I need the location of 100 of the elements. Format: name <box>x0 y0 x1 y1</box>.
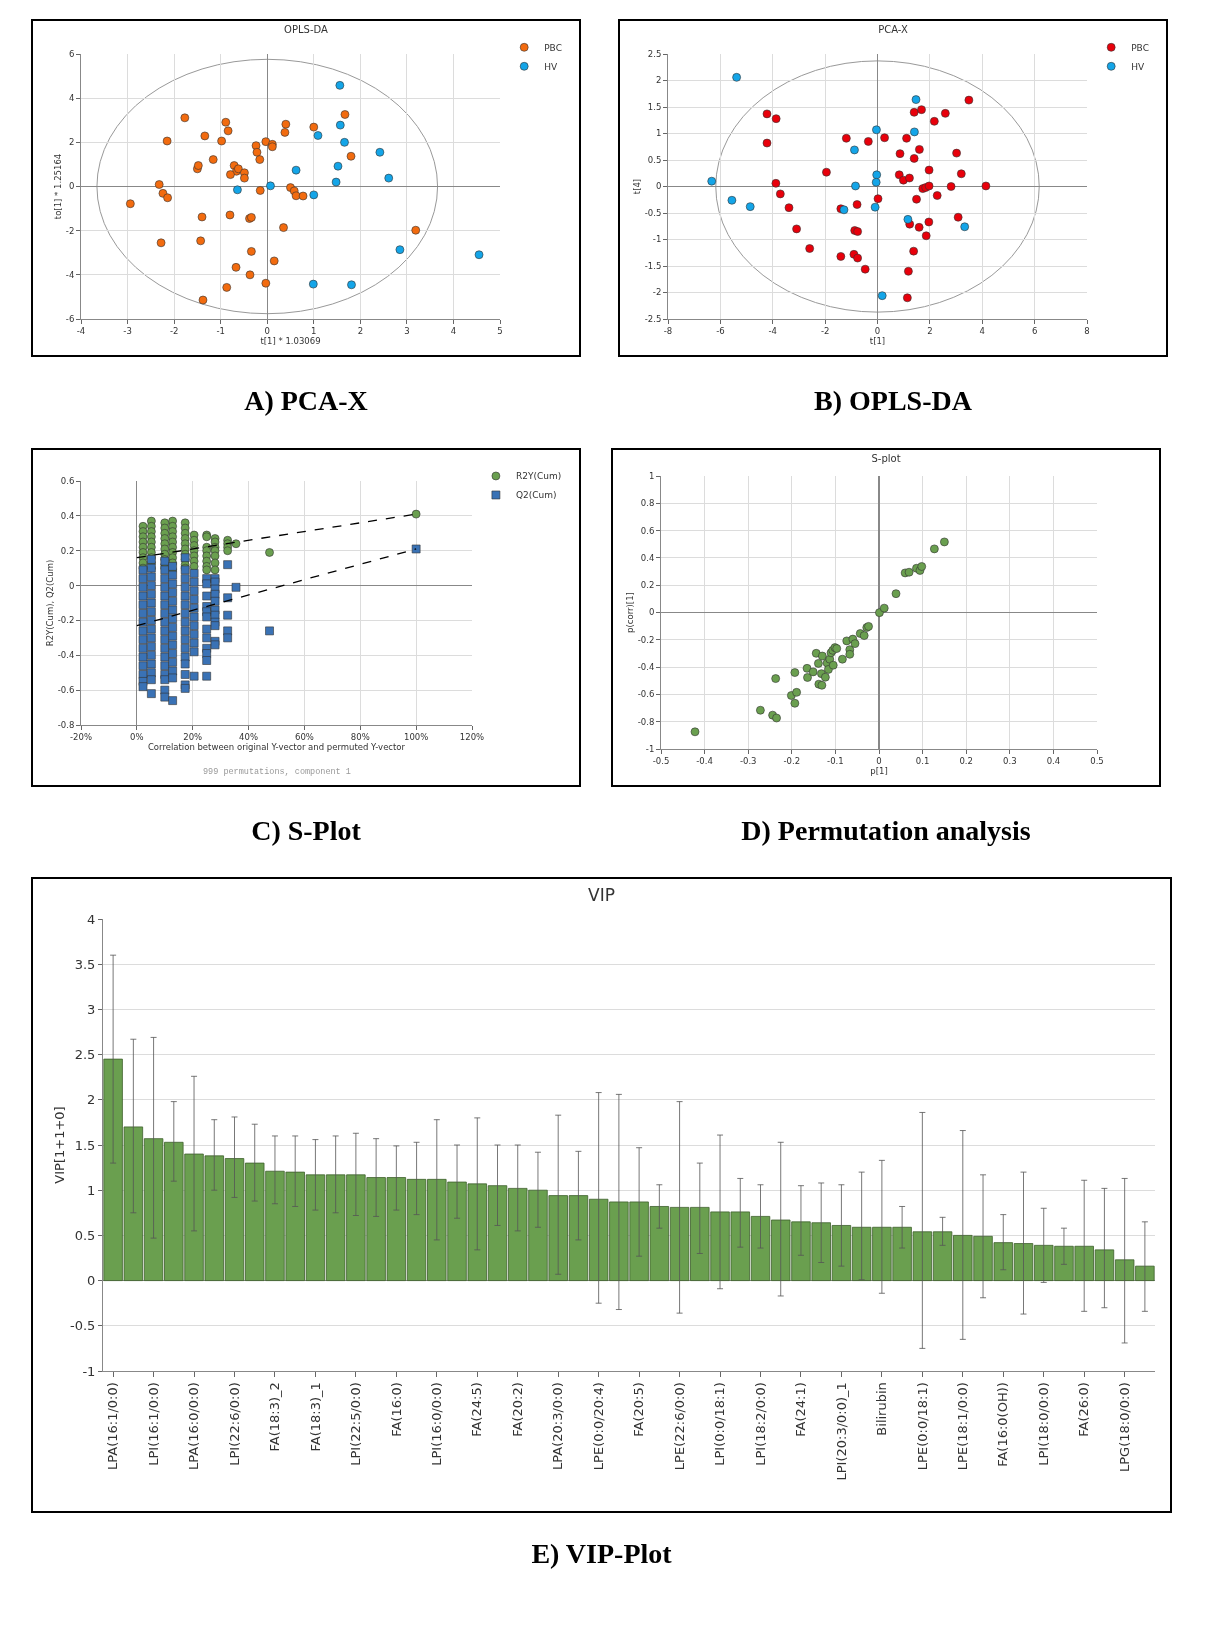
y-tick-label: -1 <box>82 1363 96 1379</box>
x-tick-label: -8 <box>663 326 673 337</box>
x-tick-label: 0% <box>130 732 144 743</box>
y-tick-label: 0.6 <box>60 475 75 486</box>
y-tick-label: 2 <box>655 75 662 86</box>
y-tick-label: 0 <box>655 181 662 192</box>
x-tick-label: FA(16:0(OH)) <box>995 1382 1011 1467</box>
x-tick-label: LPE(18:1/0:0) <box>955 1382 971 1471</box>
x-tick-label: 2 <box>357 326 364 337</box>
x-tick-label: 0.3 <box>1003 756 1017 767</box>
text: D) Permutation analysis <box>740 815 1032 847</box>
x-tick-label: -0.2 <box>783 756 801 767</box>
x-tick-label: LPG(18:0/0:0) <box>1116 1382 1132 1472</box>
text: A) PCA-X <box>243 385 369 417</box>
y-tick-label: -0.4 <box>637 662 655 673</box>
x-tick-label: FA(18:3)_2 <box>267 1382 283 1452</box>
x-tick-label: 1 <box>311 326 317 337</box>
x-tick-label: LPI(18:2/0:0) <box>752 1382 768 1466</box>
text: B) OPLS-DA <box>813 385 973 417</box>
x-tick-label: 4 <box>979 326 985 337</box>
chart-title: OPLS-DA <box>284 24 329 35</box>
y-axis-title: p(corr)[1] <box>625 592 636 633</box>
x-tick-label: 0 <box>874 326 881 337</box>
y-tick-label: -4 <box>65 269 75 280</box>
x-tick-label: 100% <box>403 732 429 743</box>
y-tick-label: 0 <box>68 580 75 591</box>
x-tick-label: LPA(16:0/0:0) <box>186 1382 202 1470</box>
x-axis-title: t[1] <box>869 336 886 347</box>
x-tick-label: LPA(20:3/0:0) <box>550 1382 566 1470</box>
y-tick-label: -0.6 <box>637 689 655 700</box>
x-tick-label: LPE(0:0/20:4) <box>590 1382 606 1471</box>
x-tick-label: -20% <box>70 732 92 743</box>
x-tick-label: LPI(22:5/0:0) <box>348 1382 364 1466</box>
chart-title: VIP <box>588 884 615 905</box>
y-tick-label: 1 <box>655 128 662 139</box>
y-tick-label: 1 <box>87 1182 96 1198</box>
y-tick-label: 0 <box>87 1273 96 1289</box>
x-tick-label: FA(18:3)_1 <box>307 1382 323 1452</box>
y-tick-label: -0.5 <box>70 1318 96 1334</box>
y-tick-label: 0 <box>68 181 75 192</box>
x-tick-label: 2 <box>927 326 933 337</box>
x-tick-label: LPI(0:0/18:1) <box>712 1382 728 1466</box>
text: 999 permutations, component 1 <box>203 767 351 777</box>
y-axis-title: VIP[1+1+0] <box>51 1106 67 1184</box>
x-tick-label: 0.2 <box>959 756 973 767</box>
x-tick-label: LPE(22:6/0:0) <box>671 1382 687 1471</box>
x-tick-label: 40% <box>239 732 259 743</box>
x-tick-label: -0.4 <box>696 756 713 767</box>
y-axis-title: t[4] <box>632 178 643 195</box>
y-tick-label: 2 <box>87 1092 96 1108</box>
x-tick-label: LPI(20:3/0:0)_1 <box>833 1382 849 1481</box>
y-tick-label: 1.5 <box>74 1137 96 1153</box>
legend-label: PBC <box>544 42 562 53</box>
y-tick-label: 0.2 <box>640 580 655 591</box>
y-axis-title: to[1] * 1.25164 <box>53 153 64 220</box>
y-tick-label: 0.2 <box>60 545 75 556</box>
y-tick-label: -0.2 <box>637 634 655 645</box>
x-tick-label: 4 <box>450 326 457 337</box>
legend-label: HV <box>1131 61 1145 72</box>
y-tick-label: 0.4 <box>60 510 75 521</box>
y-tick-label: -0.5 <box>644 207 662 218</box>
x-tick-label: 20% <box>183 732 203 743</box>
x-tick-label: 0.1 <box>915 756 930 767</box>
x-tick-label: 5 <box>497 326 503 337</box>
x-tick-label: -0.1 <box>827 756 844 767</box>
y-tick-label: -0.2 <box>57 615 75 626</box>
x-tick-label: -2 <box>169 326 179 337</box>
y-tick-label: 3 <box>87 1001 96 1017</box>
y-tick-label: 0.6 <box>640 525 655 536</box>
y-tick-label: -0.8 <box>637 716 655 727</box>
x-tick-label: LPI(16:0/0:0) <box>429 1382 445 1466</box>
x-tick-label: -4 <box>768 326 777 337</box>
y-tick-label: -6 <box>65 313 75 324</box>
x-tick-label: 0 <box>264 326 270 337</box>
y-tick-label: 4 <box>68 93 75 104</box>
x-tick-label: 3 <box>404 326 410 337</box>
y-tick-label: -1 <box>652 234 662 245</box>
x-axis-title: p[1] <box>870 766 888 777</box>
x-tick-label: 80% <box>350 732 370 743</box>
x-tick-label: FA(26:0) <box>1076 1382 1092 1437</box>
y-tick-label: 0 <box>648 607 655 618</box>
x-tick-label: 8 <box>1084 326 1090 337</box>
x-tick-label: 0 <box>876 756 882 767</box>
x-tick-label: FA(20:5) <box>631 1382 647 1437</box>
y-tick-label: 4 <box>87 911 96 927</box>
x-tick-label: Bilirubin <box>874 1382 890 1436</box>
chart-title: S-plot <box>871 453 901 464</box>
legend-label: HV <box>544 61 558 72</box>
text: C) S-Plot <box>250 815 362 847</box>
y-tick-label: -2 <box>652 287 662 298</box>
x-tick-label: FA(20:2) <box>509 1382 525 1437</box>
chart-title: PCA-X <box>878 24 908 35</box>
x-tick-label: 0.5 <box>1090 756 1104 767</box>
y-tick-label: 0.8 <box>640 498 655 509</box>
x-tick-label: FA(24:5) <box>469 1382 485 1437</box>
y-tick-label: 0.4 <box>640 552 655 563</box>
x-tick-label: LPI(18:0/0:0) <box>1035 1382 1051 1466</box>
y-tick-label: 1.5 <box>647 101 662 112</box>
y-tick-label: -2 <box>65 225 75 236</box>
x-tick-label: LPA(16:1/0:0) <box>105 1382 121 1470</box>
